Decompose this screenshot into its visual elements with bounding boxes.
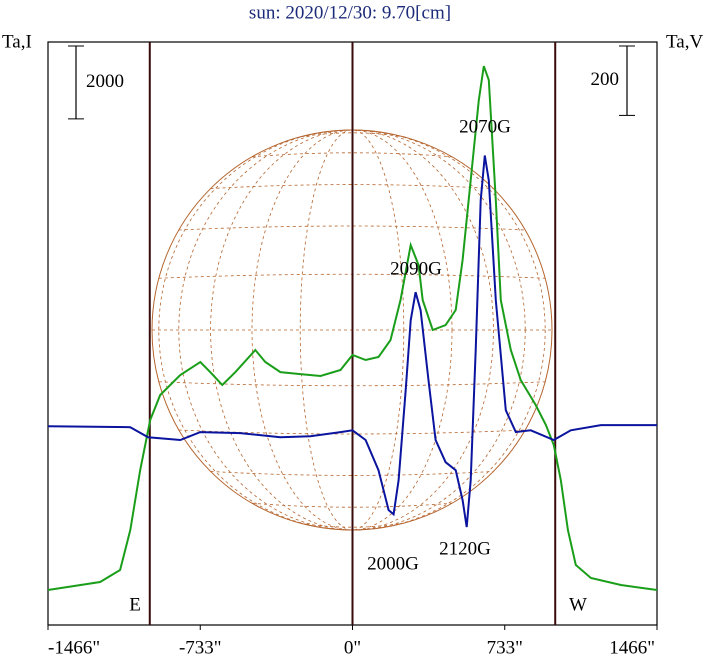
x-tick-label: 1466"	[609, 637, 655, 658]
meridian	[299, 129, 405, 531]
chart-title: sun: 2020/12/30: 9.70[cm]	[249, 2, 451, 23]
annotation: 2120G	[439, 538, 491, 559]
annotation: 2000G	[367, 553, 419, 574]
y-axis-label: Ta,I	[2, 31, 32, 52]
parallel	[300, 132, 404, 138]
scale-bar-label: 200	[591, 69, 620, 90]
series-line	[47, 65, 658, 591]
annotation: W	[569, 594, 587, 615]
series-line	[47, 155, 657, 528]
annotation: 2070G	[459, 116, 511, 137]
parallel	[300, 522, 404, 528]
annotation: E	[129, 594, 141, 615]
y2-axis-label: Ta,V	[666, 31, 703, 52]
parallel	[251, 502, 453, 508]
x-tick-label: -733"	[179, 637, 222, 658]
parallel	[178, 429, 526, 435]
annotation: 2090G	[390, 258, 442, 279]
scale-bar-label: 2000	[86, 71, 124, 92]
x-tick-label: 0"	[344, 637, 361, 658]
parallel	[251, 152, 453, 158]
x-tick-label: -1466"	[48, 637, 100, 658]
x-tick-label: 733"	[487, 637, 523, 658]
parallel	[210, 184, 494, 189]
